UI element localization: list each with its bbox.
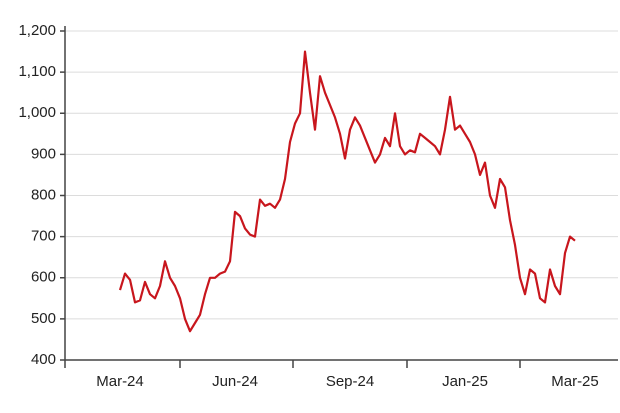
x-tick-label: Mar-24 — [96, 373, 144, 390]
y-tick-label: 500 — [31, 310, 56, 327]
y-tick-label: 800 — [31, 186, 56, 203]
y-tick-label: 400 — [31, 351, 56, 368]
y-tick-label: 600 — [31, 269, 56, 286]
x-axis-ticks — [64, 360, 521, 368]
y-tick-label: 1,200 — [18, 22, 56, 39]
price-line — [118, 50, 576, 333]
x-tick-label: Jan-25 — [442, 373, 488, 390]
x-tick-label: Jun-24 — [212, 373, 258, 390]
y-tick-label: 700 — [31, 228, 56, 245]
y-tick-label: 900 — [31, 145, 56, 162]
y-tick-label: 1,100 — [18, 63, 56, 80]
x-tick-label: Mar-25 — [551, 373, 599, 390]
x-tick-label: Sep-24 — [326, 373, 374, 390]
y-tick-label: 1,000 — [18, 104, 56, 121]
